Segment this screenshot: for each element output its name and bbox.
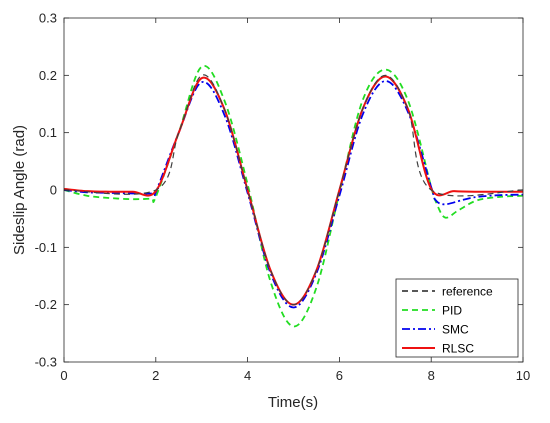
y-tick-label: 0.1 [39,125,57,140]
x-tick-label: 6 [336,368,343,383]
legend-label-pid: PID [442,304,462,318]
x-tick-label: 8 [428,368,435,383]
y-axis-label: Sideslip Angle (rad) [11,125,28,255]
plot-lines [63,64,524,328]
y-tick-label: -0.2 [35,297,57,312]
y-tick-label: 0.2 [39,68,57,83]
series-line-pid [63,64,524,328]
x-tick-label: 2 [152,368,159,383]
series-line-reference [63,74,524,306]
legend-label-rlsc: RLSC [442,342,474,356]
x-axis-label: Time(s) [268,394,318,411]
axis-ticks: 0 2 4 6 8 10 -0.3 -0.2 -0.1 0 0.1 0.2 0.3 [35,11,531,384]
y-tick-label: -0.3 [35,355,57,370]
legend-box [395,278,519,358]
y-tick-label: 0 [50,183,57,198]
legend: reference PID SMC RLSC [395,278,519,358]
y-tick-label: -0.1 [35,240,57,255]
x-tick-label: 10 [516,368,530,383]
y-tick-label: 0.3 [39,11,57,26]
x-tick-label: 4 [244,368,251,383]
legend-label-reference: reference [442,285,493,299]
legend-label-smc: SMC [442,323,469,337]
x-tick-label: 0 [60,368,67,383]
series-line-smc [63,80,524,309]
